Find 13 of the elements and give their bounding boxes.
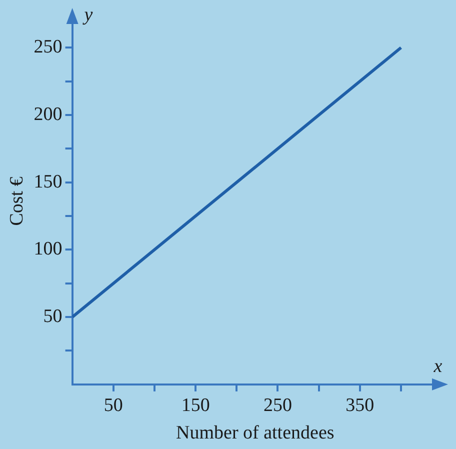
x-axis-title: Number of attendees xyxy=(176,422,334,444)
annotation: y xyxy=(82,4,94,26)
y-tick-label: 50 xyxy=(43,306,62,328)
y-tick-label: 200 xyxy=(34,104,62,125)
x-tick-label: 150 xyxy=(181,394,210,416)
y-axis-title: Cost € xyxy=(6,176,28,226)
y-tick-label: 150 xyxy=(34,171,62,192)
annotation: x xyxy=(432,356,443,377)
x-tick-label: 350 xyxy=(346,394,374,416)
x-tick-label: 250 xyxy=(264,394,292,416)
x-tick-label: 50 xyxy=(104,394,123,416)
y-tick-label: 100 xyxy=(34,238,62,260)
y-tick-label: 250 xyxy=(34,36,62,58)
